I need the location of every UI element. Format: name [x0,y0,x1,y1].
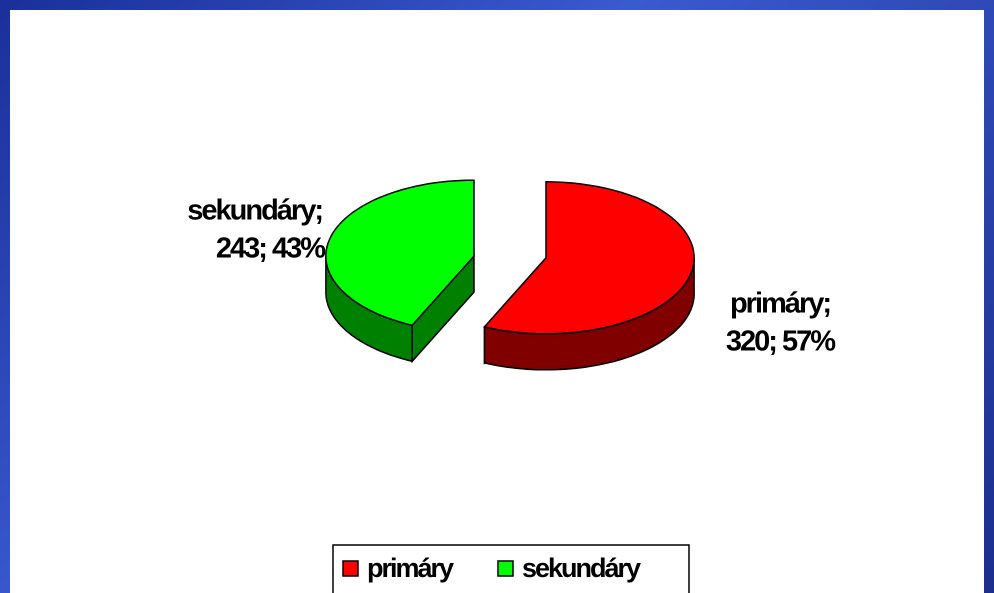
slice-top [325,179,475,327]
pie-slice [483,181,695,371]
legend-label: sekundáry [522,553,641,583]
data-label: primáry; [730,288,830,320]
data-label: 320; 57% [726,326,836,358]
legend-swatch [497,560,514,577]
data-label: 243; 43% [216,233,326,265]
pie-slice [325,179,475,364]
slice-top [483,181,695,335]
legend-label: primáry [367,553,454,583]
plot-background [10,10,984,593]
data-label: sekundáry; [187,195,322,227]
legend-swatch [342,560,359,577]
